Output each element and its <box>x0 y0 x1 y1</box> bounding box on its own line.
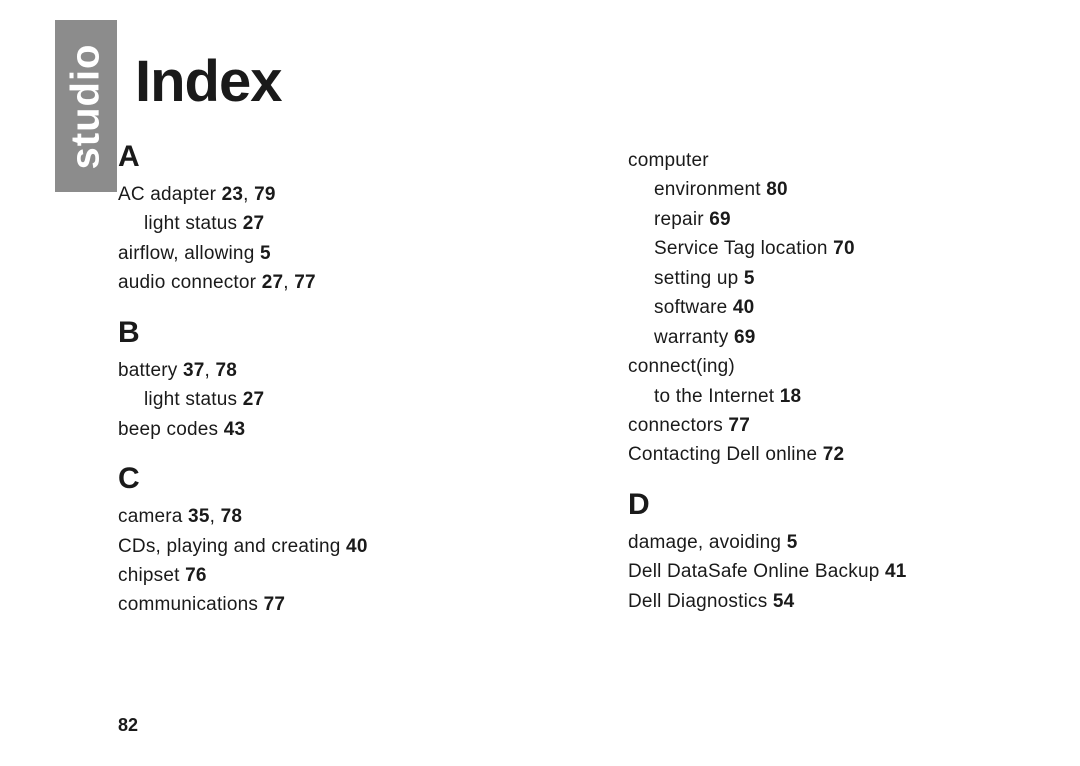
index-entry: camera 35, 78 <box>118 502 468 531</box>
page-title: Index <box>135 48 282 115</box>
index-entry: beep codes 43 <box>118 415 468 444</box>
index-entry: CDs, playing and creating 40 <box>118 532 468 561</box>
index-entry: damage, avoiding 5 <box>628 528 978 557</box>
index-entry: light status 27 <box>118 385 468 414</box>
index-entry: computer <box>628 146 978 175</box>
index-entry: light status 27 <box>118 209 468 238</box>
index-entry: environment 80 <box>628 175 978 204</box>
index-entry: Dell DataSafe Online Backup 41 <box>628 557 978 586</box>
index-entry: Contacting Dell online 72 <box>628 440 978 469</box>
index-entry: battery 37, 78 <box>118 356 468 385</box>
index-entry: connectors 77 <box>628 411 978 440</box>
index-entry: software 40 <box>628 293 978 322</box>
index-entry: chipset 76 <box>118 561 468 590</box>
index-entry: Dell Diagnostics 54 <box>628 587 978 616</box>
index-entry: audio connector 27, 77 <box>118 268 468 297</box>
index-letter-D: D <box>628 488 978 522</box>
index-entry: setting up 5 <box>628 264 978 293</box>
index-letter-C: C <box>118 462 468 496</box>
index-col-left: A AC adapter 23, 79 light status 27 airf… <box>118 140 468 620</box>
page: studio Index A AC adapter 23, 79 light s… <box>0 0 1080 766</box>
index-entry: airflow, allowing 5 <box>118 239 468 268</box>
index-entry: warranty 69 <box>628 323 978 352</box>
index-entry: repair 69 <box>628 205 978 234</box>
index-letter-A: A <box>118 140 468 174</box>
index-entry: to the Internet 18 <box>628 382 978 411</box>
index-columns: A AC adapter 23, 79 light status 27 airf… <box>118 140 978 620</box>
index-entry: communications 77 <box>118 590 468 619</box>
side-tab: studio <box>55 20 117 192</box>
index-col-right: computer environment 80 repair 69 Servic… <box>628 140 978 620</box>
index-entry: AC adapter 23, 79 <box>118 180 468 209</box>
index-entry: Service Tag location 70 <box>628 234 978 263</box>
side-tab-label: studio <box>64 43 109 169</box>
index-entry: connect(ing) <box>628 352 978 381</box>
page-number: 82 <box>118 715 138 736</box>
index-letter-B: B <box>118 316 468 350</box>
